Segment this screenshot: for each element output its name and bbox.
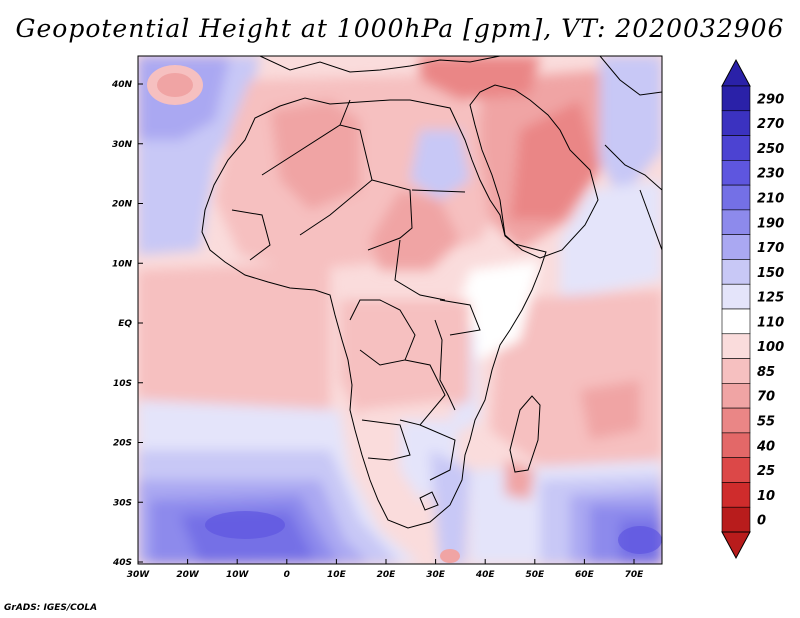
lon-label-60e: 60E — [575, 570, 595, 580]
lat-label-30n: 30N — [112, 140, 133, 150]
colorbar-label-290: 290 — [757, 92, 784, 107]
colorbar-box-40 — [721, 432, 751, 458]
colorbar-box-290 — [721, 85, 751, 112]
colorbar-top-arrow — [721, 58, 751, 87]
colorbar-box-10 — [721, 482, 751, 508]
colorbar-label-210: 210 — [757, 192, 784, 207]
colorbar-label-150: 150 — [757, 266, 784, 281]
lon-label-20w: 20W — [176, 570, 200, 580]
colorbar-label-25: 25 — [757, 464, 775, 479]
colorbar-box-210 — [721, 184, 751, 211]
colorbar-box-270 — [721, 110, 751, 136]
lon-label-40e: 40E — [475, 570, 496, 580]
colorbar-box-190 — [721, 209, 751, 235]
lat-label-40n: 40N — [111, 80, 133, 90]
colorbar-label-270: 270 — [757, 117, 784, 132]
colorbar-label-170: 170 — [757, 241, 784, 256]
lon-label-20e: 20E — [377, 570, 397, 580]
lat-label-10s: 10S — [113, 379, 132, 389]
lat-label-10n: 10N — [112, 259, 133, 269]
latitude-labels: 40N 30N 20N 10N EQ 10S 20S 30S 40S — [111, 80, 133, 568]
coastlines — [201, 56, 662, 529]
colorbar: 2902702502302101901701501251101008570554… — [721, 58, 784, 560]
lon-label-10e: 10E — [327, 570, 347, 580]
lon-label-30w: 30W — [127, 570, 151, 580]
colorbar-label-10: 10 — [757, 489, 775, 504]
colorbar-label-230: 230 — [757, 167, 784, 182]
colorbar-box-55 — [721, 407, 751, 434]
plot-frame — [137, 55, 663, 565]
colorbar-label-100: 100 — [757, 340, 784, 355]
colorbar-box-170 — [721, 234, 751, 260]
colorbar-label-125: 125 — [757, 291, 784, 306]
lon-label-50e: 50E — [525, 570, 545, 580]
colorbar-bottom-arrow — [721, 531, 751, 560]
lat-label-20n: 20N — [112, 200, 133, 210]
lat-label-40s: 40S — [112, 558, 132, 568]
longitude-labels: 30W 20W 10W 0 10E 20E 30E 40E 50E 60E 70E — [127, 570, 644, 580]
map-title: Geopotential Height at 1000hPa [gpm], VT… — [15, 14, 785, 43]
colorbar-box-0 — [721, 506, 751, 533]
colorbar-box-230 — [721, 160, 751, 186]
lon-label-10w: 10W — [226, 570, 250, 580]
grads-credit: GrADS: IGES/COLA — [4, 603, 98, 613]
colorbar-box-150 — [721, 259, 751, 285]
colorbar-label-70: 70 — [757, 390, 775, 405]
lat-label-eq: EQ — [118, 319, 132, 329]
colorbar-box-85 — [721, 358, 751, 384]
colorbar-label-85: 85 — [757, 365, 775, 380]
colorbar-box-25 — [721, 457, 751, 483]
lat-label-30s: 30S — [113, 498, 132, 508]
axis-ticks — [137, 83, 635, 564]
colorbar-label-190: 190 — [757, 216, 784, 231]
lat-label-20s: 20S — [113, 439, 132, 449]
colorbar-box-70 — [721, 383, 751, 409]
lon-label-0: 0 — [284, 570, 290, 580]
colorbar-label-40: 40 — [756, 439, 775, 454]
colorbar-label-0: 0 — [757, 514, 766, 529]
lon-label-30e: 30E — [426, 570, 446, 580]
colorbar-label-55: 55 — [757, 415, 775, 430]
colorbar-label-110: 110 — [757, 315, 784, 330]
colorbar-label-250: 250 — [757, 142, 784, 157]
lon-label-70e: 70E — [625, 570, 645, 580]
colorbar-box-250 — [721, 135, 751, 161]
colorbar-box-110 — [721, 308, 751, 335]
colorbar-box-100 — [721, 333, 751, 359]
colorbar-box-125 — [721, 283, 751, 310]
